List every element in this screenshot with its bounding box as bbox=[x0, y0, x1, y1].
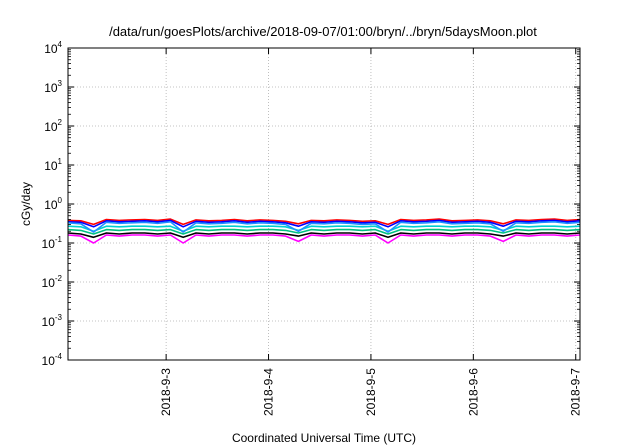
x-tick-label: 2018-9-3 bbox=[159, 368, 173, 416]
x-tick-label: 2018-9-5 bbox=[364, 368, 378, 416]
series-line bbox=[67, 228, 581, 235]
series-line bbox=[67, 225, 581, 233]
series-line bbox=[67, 219, 581, 228]
y-tick-label: 10-1 bbox=[42, 235, 63, 251]
y-tick-label: 10-3 bbox=[42, 313, 63, 329]
grid bbox=[68, 48, 580, 360]
x-tick-label: 2018-9-7 bbox=[569, 368, 583, 416]
x-axis-ticks: 2018-9-3 2018-9-4 2018-9-5 2018-9-6 2018-9-7 bbox=[159, 48, 583, 416]
y-tick-label: 101 bbox=[44, 157, 62, 173]
series-layer bbox=[67, 218, 581, 244]
series-line bbox=[67, 218, 581, 226]
y-tick-label: 104 bbox=[44, 40, 62, 56]
x-tick-label: 2018-9-6 bbox=[466, 368, 480, 416]
y-axis-ticks: 10-4 10-3 10-2 10-1 100 101 102 103 104 bbox=[42, 40, 580, 368]
y-tick-label: 103 bbox=[44, 79, 62, 95]
chart-title: /data/run/goesPlots/archive/2018-09-07/0… bbox=[109, 24, 537, 39]
x-axis-label: Coordinated Universal Time (UTC) bbox=[232, 431, 416, 445]
y-tick-label: 100 bbox=[44, 196, 62, 212]
series-line bbox=[67, 232, 581, 239]
y-axis-label: cGy/day bbox=[19, 182, 33, 226]
series-line bbox=[67, 234, 581, 244]
x-tick-label: 2018-9-4 bbox=[262, 368, 276, 416]
y-tick-label: 10-2 bbox=[42, 274, 63, 290]
y-tick-label: 10-4 bbox=[42, 352, 63, 368]
series-line bbox=[67, 221, 581, 233]
y-tick-label: 102 bbox=[44, 118, 62, 134]
